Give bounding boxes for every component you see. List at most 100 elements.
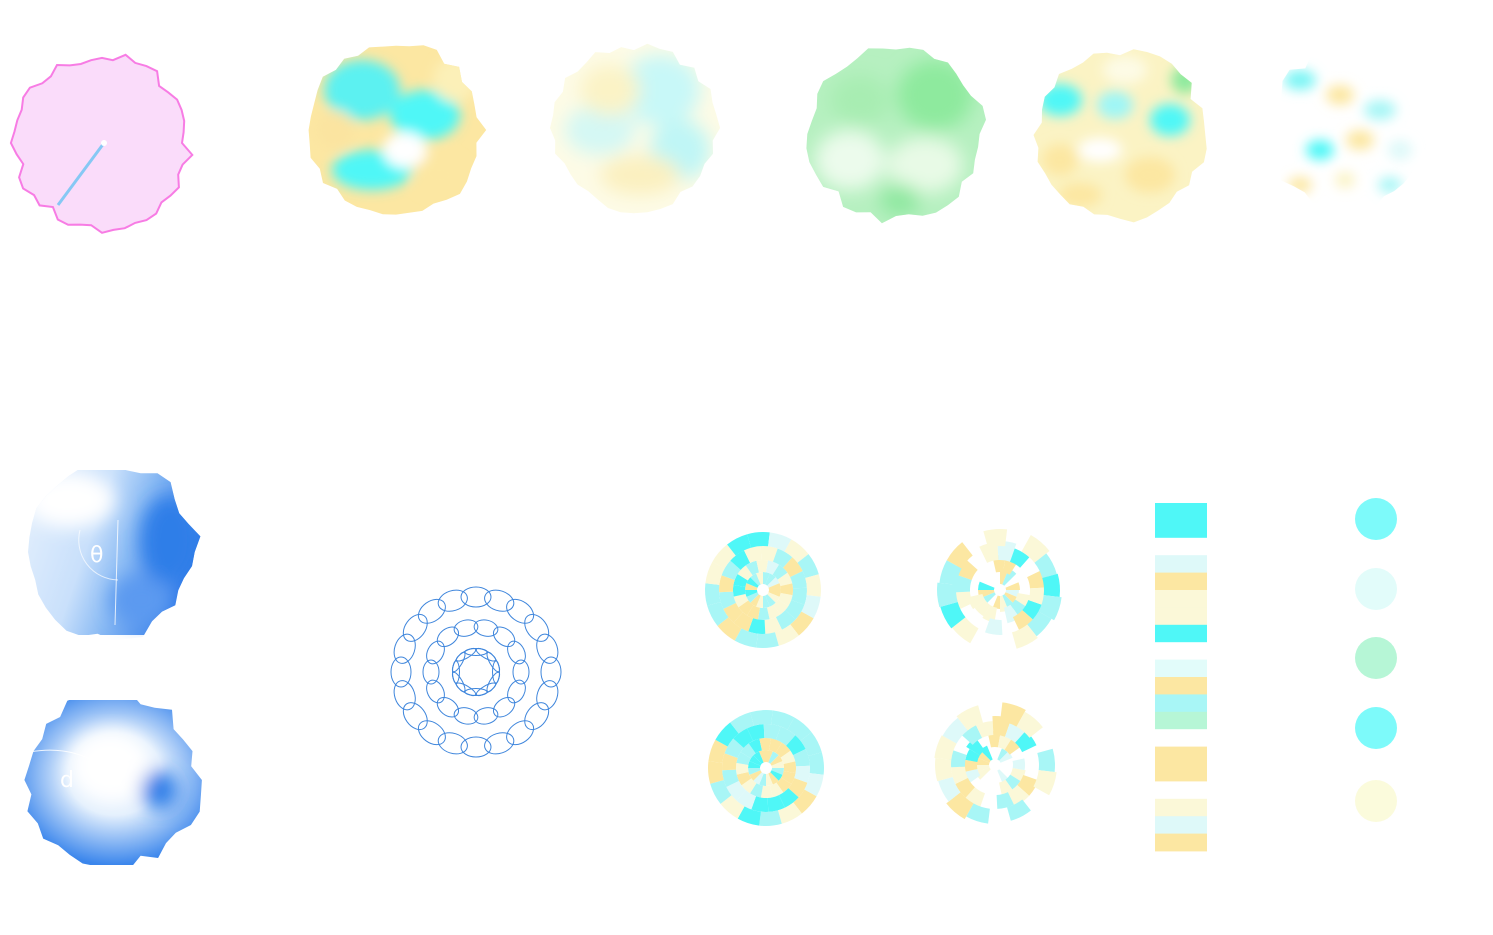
- polar-segment: [785, 600, 805, 620]
- theta-label: θ: [90, 543, 103, 568]
- polar-segment: [783, 761, 797, 774]
- polar-segment: [745, 590, 758, 597]
- texture-blob-3: [806, 47, 986, 224]
- ring-ellipse: [475, 682, 497, 697]
- ring-ellipse: [506, 598, 535, 624]
- center-point: [101, 140, 107, 146]
- polar-segment: [974, 600, 991, 617]
- color-dot: [1355, 568, 1397, 610]
- texture-blob-4: [1033, 49, 1207, 223]
- polar-segment: [766, 773, 773, 786]
- polar-segment: [720, 795, 745, 819]
- polar-segment: [760, 785, 773, 799]
- ring-ellipse: [524, 613, 550, 642]
- polar-segment: [745, 583, 758, 590]
- polar-segment: [747, 724, 765, 741]
- polar-segment: [805, 574, 821, 597]
- ring-ellipse: [393, 633, 416, 664]
- theta-blob: θ: [28, 470, 201, 635]
- polar-segment: [764, 617, 782, 634]
- polar-segment: [790, 611, 814, 636]
- polar-segment: [778, 788, 799, 808]
- polar-segment: [1005, 774, 1021, 790]
- polar-segment: [1042, 573, 1060, 597]
- polar-segment: [717, 617, 742, 641]
- polar-segment: [955, 591, 973, 610]
- polar-segment: [1012, 758, 1026, 771]
- polar-segment: [793, 789, 817, 814]
- polar-segment: [724, 738, 744, 758]
- polar-segment: [770, 782, 784, 798]
- ring-ellipse: [437, 589, 468, 612]
- polar-segment: [744, 546, 762, 563]
- polar-segment: [756, 559, 769, 573]
- polar-segment: [985, 618, 1003, 635]
- ring-ellipse: [451, 671, 466, 693]
- polar-segment: [767, 577, 780, 588]
- d-radius-curve: [29, 749, 101, 766]
- polar-segment: [938, 777, 961, 802]
- polar-segment: [733, 594, 749, 608]
- polar-disc-sparse-top: [936, 528, 1062, 649]
- polar-segment: [708, 739, 728, 763]
- polar-segment: [750, 573, 761, 586]
- color-dot: [1355, 637, 1397, 679]
- ring-ellipse: [473, 707, 499, 725]
- polar-segment: [1017, 775, 1039, 796]
- polar-segment: [768, 751, 779, 764]
- color-dot: [1355, 780, 1397, 822]
- polar-segment: [772, 564, 788, 580]
- polar-segment: [747, 605, 760, 620]
- polar-segment: [978, 581, 995, 590]
- polar-segment: [797, 554, 819, 578]
- ring-ellipse: [422, 659, 440, 685]
- ring-ellipse: [464, 688, 488, 696]
- color-dot: [1355, 498, 1397, 540]
- ring-ellipse: [540, 656, 562, 688]
- polar-segment: [759, 737, 772, 751]
- polar-segment: [778, 802, 802, 824]
- polar-segment: [940, 602, 966, 629]
- polar-segment: [997, 541, 1017, 562]
- polar-segment: [777, 572, 793, 586]
- polar-segment: [975, 767, 991, 780]
- ring-ellipse: [484, 589, 515, 612]
- concentric-ellipse-rings: [390, 586, 562, 758]
- polar-segment: [751, 796, 769, 812]
- ring-ellipse: [484, 732, 515, 755]
- polar-segment: [776, 777, 792, 793]
- polar-segment: [791, 587, 807, 605]
- texture-blob-5: [1268, 49, 1434, 214]
- ring-ellipse: [524, 702, 550, 731]
- polar-disc-sparse-bottom: [934, 702, 1057, 824]
- polar-segment: [750, 594, 761, 607]
- polar-segment: [956, 705, 983, 731]
- ring-ellipse: [426, 640, 445, 665]
- polar-segment: [775, 610, 796, 630]
- polar-segment: [768, 772, 779, 785]
- polar-segment: [1021, 535, 1050, 563]
- color-dot-column: [1355, 498, 1397, 822]
- polar-segment: [749, 755, 762, 766]
- polar-segment: [992, 595, 1000, 610]
- polar-segment: [793, 749, 810, 767]
- polar-segment: [776, 726, 796, 746]
- stripe-band: [1155, 781, 1207, 800]
- d-blob: d: [24, 700, 202, 865]
- polar-segment: [763, 595, 770, 608]
- ring-ellipse: [486, 671, 501, 693]
- ring-ellipse: [473, 619, 499, 637]
- polar-segment: [766, 560, 779, 575]
- ring-ellipse: [402, 702, 428, 731]
- polar-segment: [1033, 770, 1057, 796]
- polar-segment: [952, 617, 979, 644]
- polar-segment: [1034, 553, 1057, 578]
- polar-segment: [768, 532, 792, 552]
- stripe-band: [1155, 659, 1207, 678]
- ring-ellipse: [455, 682, 477, 697]
- polar-segment: [1027, 611, 1052, 637]
- stripe-band: [1155, 520, 1207, 539]
- polar-segment: [765, 573, 776, 586]
- polar-segment: [788, 778, 808, 798]
